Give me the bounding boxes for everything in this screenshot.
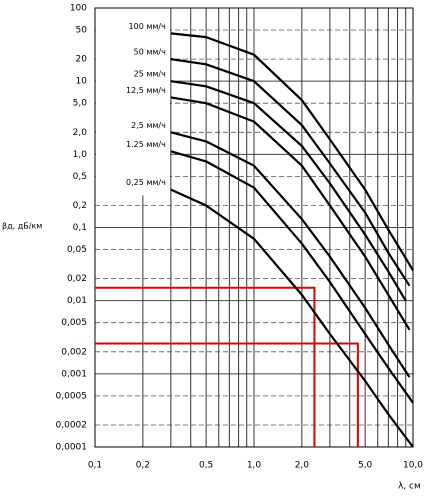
y-tick-label: 1,0	[73, 150, 88, 160]
reference-line	[95, 342, 359, 447]
legend-label: 1.25 мм/ч	[126, 140, 166, 149]
x-tick-label: 5,0	[358, 461, 373, 471]
y-tick-label: 0,005	[61, 318, 87, 328]
y-tick-label: 10	[76, 77, 88, 87]
y-tick-label: 0,0001	[56, 443, 88, 453]
legend-label: 50 мм/ч	[134, 48, 166, 57]
plot-frame	[94, 7, 414, 448]
series-line	[170, 32, 414, 271]
series-line	[170, 96, 411, 331]
y-tick-label: 0,0002	[56, 420, 88, 430]
series-line	[170, 188, 414, 448]
x-tick-label: 0,2	[136, 461, 150, 471]
y-tick-label: 0,0005	[56, 391, 88, 401]
y-tick-label: 0,2	[73, 201, 87, 211]
legend-label: 25 мм/ч	[134, 70, 166, 79]
y-tick-label: 0,001	[61, 369, 87, 379]
y-tick-label: 0,01	[67, 296, 87, 306]
x-axis-label: λ, см	[398, 482, 421, 492]
y-tick-label: 50	[76, 26, 88, 36]
y-axis-label: βд, дБ/км	[2, 222, 42, 231]
legend-label: 0,25 мм/ч	[126, 178, 166, 187]
legend-label: 12,5 мм/ч	[126, 86, 166, 95]
reference-line	[95, 286, 316, 447]
y-tick-label: 2,0	[73, 128, 88, 138]
y-tick-label: 20	[76, 55, 88, 65]
y-tick-label: 0,1	[73, 223, 87, 233]
series-line	[170, 58, 411, 287]
y-tick-label: 0,002	[61, 347, 87, 357]
x-tick-label: 10,0	[403, 461, 423, 471]
y-tick-label: 0,02	[67, 274, 87, 284]
y-tick-label: 5,0	[73, 99, 88, 109]
x-tick-label: 0,5	[199, 461, 213, 471]
x-tick-label: 2,0	[295, 461, 310, 471]
x-tick-label: 1,0	[247, 461, 262, 471]
legend-background	[96, 8, 170, 196]
y-tick-label: 0,5	[73, 172, 87, 182]
series-line	[170, 150, 414, 404]
legend-label: 2,5 мм/ч	[131, 121, 166, 130]
y-tick-label: 100	[70, 4, 87, 14]
series-line	[170, 80, 407, 302]
series-line	[170, 131, 411, 378]
x-tick-label: 0,1	[88, 461, 102, 471]
y-tick-label: 0,05	[67, 245, 87, 255]
legend-label: 100 мм/ч	[129, 22, 166, 31]
